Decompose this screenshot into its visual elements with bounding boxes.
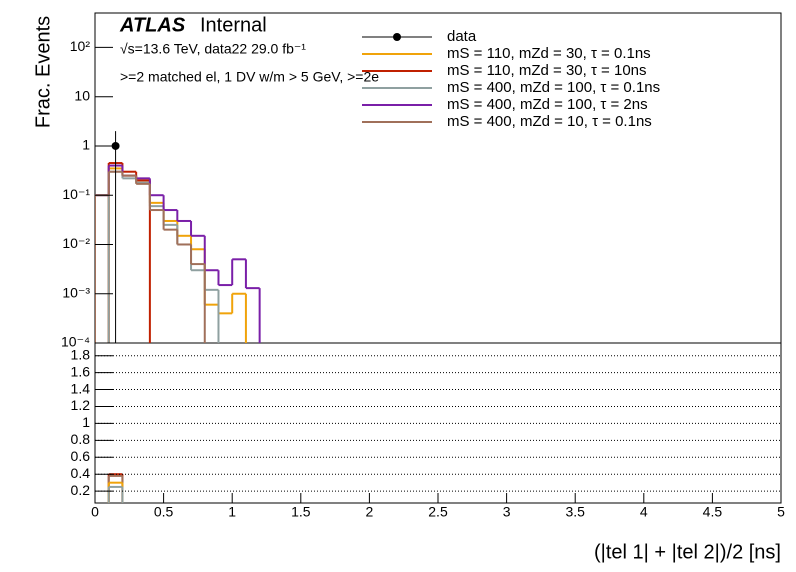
legend-label: mS = 110, mZd = 30, τ = 0.1ns: [447, 45, 651, 62]
legend-label: mS = 400, mZd = 100, τ = 2ns: [447, 96, 648, 113]
x-tick-label: 4.5: [703, 504, 723, 520]
x-tick-label: 0: [91, 504, 99, 520]
y-tick-label: 1: [82, 137, 90, 153]
annotation: √s=13.6 TeV, data22 29.0 fb⁻¹: [120, 41, 306, 57]
y-tick-label: 0.2: [71, 482, 91, 498]
annotation: >=2 matched el, 1 DV w/m > 5 GeV, >=2e: [120, 69, 379, 85]
x-tick-label: 5: [777, 504, 785, 520]
x-tick-label: 1: [228, 504, 236, 520]
y-tick-label: 1.2: [71, 397, 91, 413]
y-tick-label: 1: [82, 414, 90, 430]
x-tick-label: 2: [366, 504, 374, 520]
y-tick-label: 0.8: [71, 431, 91, 447]
y-tick-label: 10⁻³: [62, 284, 90, 300]
y-tick-label: 0.6: [71, 448, 91, 464]
legend-label: data: [447, 28, 477, 45]
y-tick-label: 10⁻⁴: [61, 334, 90, 350]
x-tick-label: 2.5: [428, 504, 448, 520]
y-tick-label: 1.8: [71, 346, 91, 362]
y-axis-title: Frac. Events: [32, 16, 54, 128]
y-tick-label: 10⁻¹: [62, 186, 90, 202]
frame: [94, 12, 782, 504]
legend-label: mS = 400, mZd = 100, τ = 0.1ns: [447, 79, 660, 96]
x-tick-label: 4: [640, 504, 648, 520]
data-point: [111, 141, 120, 150]
x-axis-title: (|tel 1| + |tel 2|)/2 [ns]: [594, 541, 781, 563]
axes: 10⁻⁴10⁻³10⁻²10⁻¹11010²0.20.40.60.811.21.…: [61, 38, 785, 520]
upper-plot: [95, 131, 261, 343]
y-tick-label: 10²: [70, 38, 91, 54]
legend-label: mS = 110, mZd = 30, τ = 10ns: [447, 62, 647, 79]
y-tick-label: 10: [74, 87, 90, 103]
atlas-status: Internal: [200, 14, 267, 36]
y-tick-label: 1.6: [71, 363, 91, 379]
x-tick-label: 1.5: [291, 504, 311, 520]
y-tick-label: 0.4: [71, 465, 91, 481]
x-tick-label: 3.5: [565, 504, 585, 520]
x-tick-label: 0.5: [154, 504, 174, 520]
legend-symbol: [393, 33, 401, 41]
x-tick-label: 3: [503, 504, 511, 520]
y-tick-label: 1.4: [71, 380, 91, 396]
y-tick-label: 10⁻²: [62, 235, 90, 251]
atlas-label: ATLAS: [119, 14, 186, 36]
legend-label: mS = 400, mZd = 10, τ = 0.1ns: [447, 113, 652, 130]
